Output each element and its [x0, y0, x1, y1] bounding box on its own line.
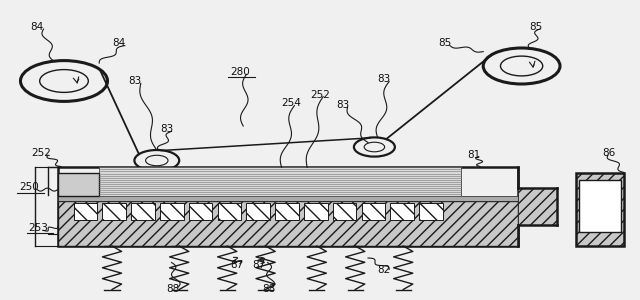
Text: 252: 252: [310, 89, 330, 100]
Text: 84: 84: [31, 22, 44, 32]
FancyBboxPatch shape: [58, 201, 518, 246]
Text: 88: 88: [166, 284, 179, 295]
Text: 85: 85: [530, 22, 543, 32]
Text: 250: 250: [19, 182, 38, 193]
Text: 85: 85: [438, 38, 451, 49]
Text: 83: 83: [128, 76, 141, 86]
FancyBboxPatch shape: [419, 203, 443, 220]
FancyBboxPatch shape: [333, 203, 356, 220]
FancyBboxPatch shape: [275, 203, 299, 220]
Polygon shape: [518, 188, 557, 225]
FancyBboxPatch shape: [99, 167, 461, 196]
FancyBboxPatch shape: [189, 203, 212, 220]
Text: 87: 87: [230, 260, 243, 271]
FancyBboxPatch shape: [58, 172, 99, 197]
Text: 82: 82: [378, 265, 390, 275]
FancyBboxPatch shape: [74, 203, 97, 220]
Text: 88: 88: [262, 284, 275, 295]
FancyBboxPatch shape: [576, 172, 624, 246]
FancyBboxPatch shape: [246, 203, 270, 220]
Text: 253: 253: [28, 223, 49, 233]
FancyBboxPatch shape: [304, 203, 328, 220]
Text: 252: 252: [31, 148, 52, 158]
Text: 83: 83: [378, 74, 390, 85]
FancyBboxPatch shape: [218, 203, 241, 220]
FancyBboxPatch shape: [362, 203, 385, 220]
Text: 86: 86: [603, 148, 616, 158]
Text: 84: 84: [112, 38, 125, 49]
Text: 81: 81: [467, 149, 480, 160]
Text: 280: 280: [230, 67, 250, 77]
Text: 254: 254: [281, 98, 301, 109]
Text: 83: 83: [160, 124, 173, 134]
FancyBboxPatch shape: [131, 203, 155, 220]
FancyBboxPatch shape: [579, 180, 621, 232]
Text: 83: 83: [336, 100, 349, 110]
FancyBboxPatch shape: [160, 203, 184, 220]
FancyBboxPatch shape: [102, 203, 126, 220]
FancyBboxPatch shape: [390, 203, 414, 220]
FancyBboxPatch shape: [58, 196, 518, 201]
Text: 87: 87: [253, 260, 266, 271]
